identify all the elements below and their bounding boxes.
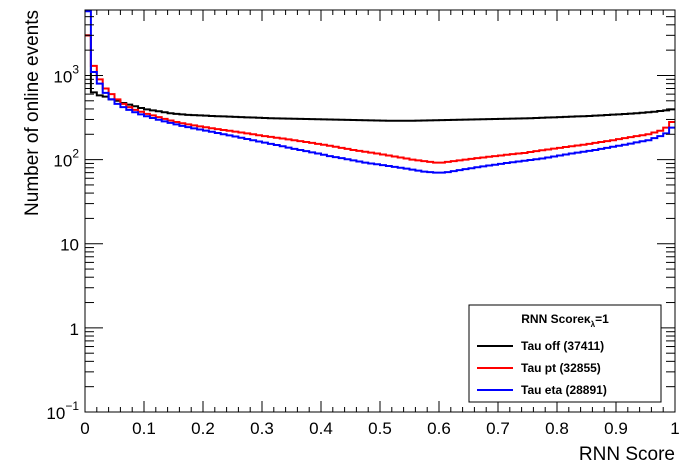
x-tick-label: 0.2 — [191, 419, 215, 438]
legend-header-kappa-sub: λ — [591, 320, 596, 329]
series-line-3 — [85, 10, 675, 174]
y-axis-title: Number of online events — [22, 10, 43, 216]
x-tick-label: 0.7 — [486, 419, 510, 438]
y-axis: 10−1 1 10 102 103 — [46, 9, 675, 423]
x-tick-label: 0.9 — [604, 419, 628, 438]
x-axis: 0 0.1 0.2 0.3 0.4 0.5 0.6 0.7 0.8 0.9 1 — [80, 10, 680, 438]
legend-entry-2: Tau pt (32855) — [521, 361, 601, 375]
y-tick-label: 102 — [53, 147, 79, 171]
series-layer — [85, 10, 675, 174]
x-tick-label: 0.4 — [309, 419, 333, 438]
x-tick-label: 0.5 — [368, 419, 392, 438]
series-line-2 — [85, 34, 675, 164]
legend-header-kappa: κ — [584, 312, 591, 326]
y-tick-label: 10 — [60, 236, 79, 255]
legend-header: RNN Scoreκλ=1 — [521, 312, 609, 329]
legend-header-suffix: =1 — [595, 312, 609, 326]
x-tick-label: 1 — [670, 419, 679, 438]
y-tick-label: 103 — [53, 62, 79, 86]
legend-entry-3: Tau eta (28891) — [521, 383, 607, 397]
x-tick-label: 0.6 — [427, 419, 451, 438]
x-tick-label: 0 — [80, 419, 89, 438]
x-tick-label: 0.1 — [132, 419, 156, 438]
x-tick-label: 0.8 — [545, 419, 569, 438]
x-axis-title: RNN Score — [579, 444, 675, 465]
series-line-1 — [85, 34, 675, 122]
legend: RNN Scoreκλ=1 Tau off (37411) Tau pt (328… — [468, 304, 662, 403]
x-tick-label: 0.3 — [250, 419, 274, 438]
legend-entry-1: Tau off (37411) — [521, 339, 604, 353]
y-tick-label: 10−1 — [46, 399, 79, 423]
legend-box — [468, 304, 662, 403]
y-tick-label: 1 — [70, 320, 79, 339]
legend-header-text: RNN Score — [521, 312, 584, 326]
